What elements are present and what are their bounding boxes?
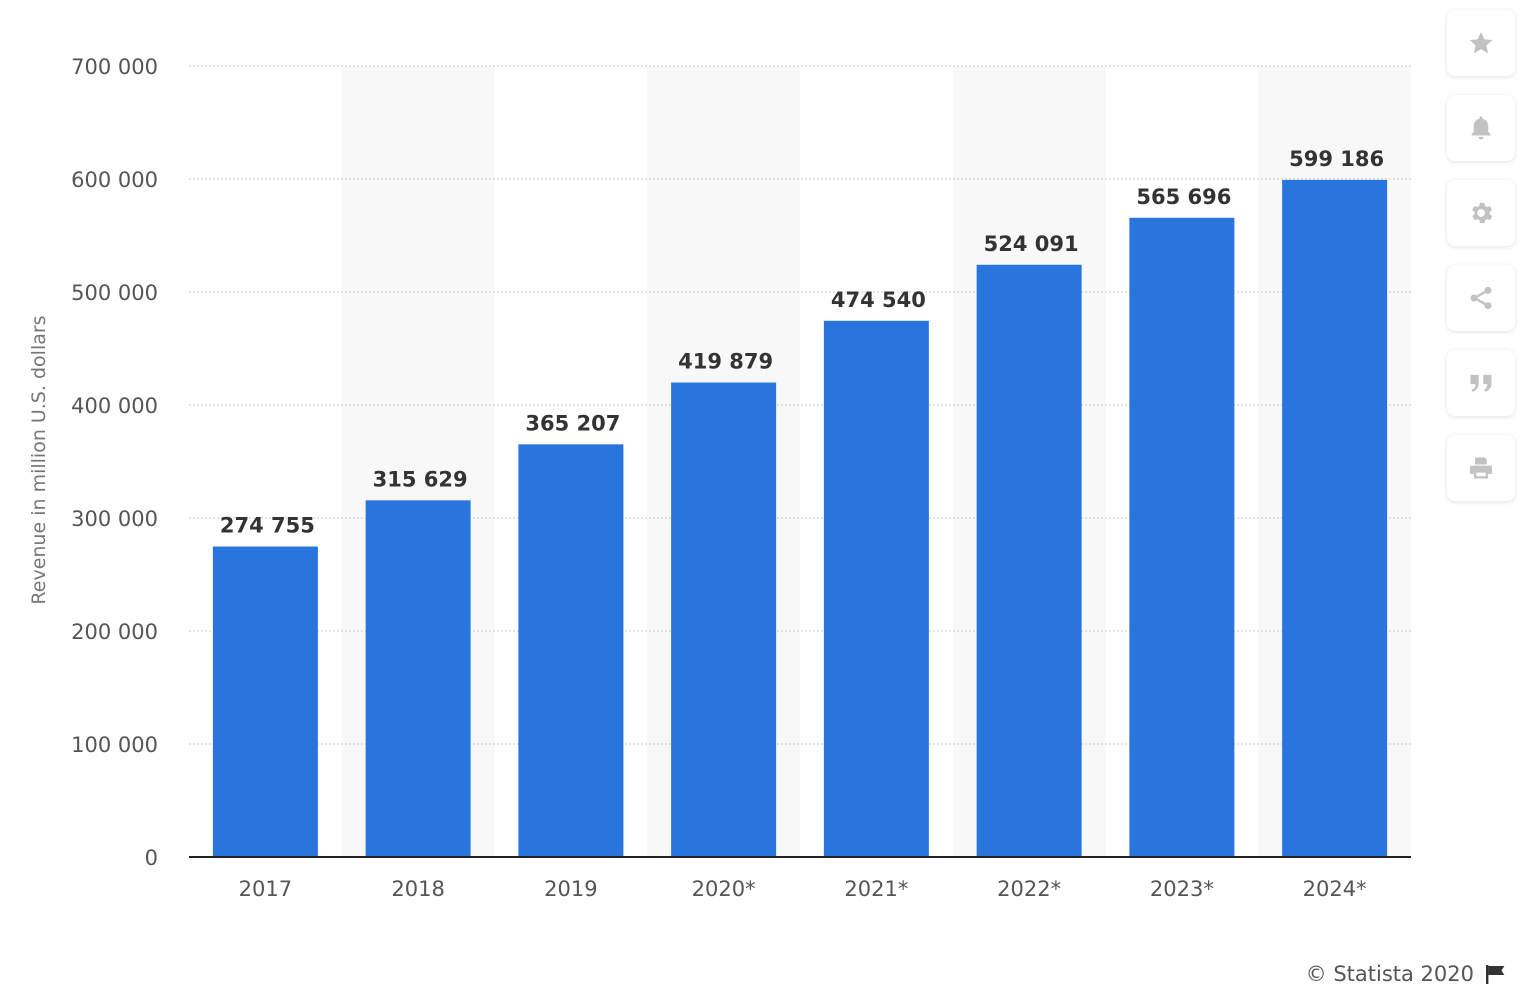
bar[interactable]	[823, 320, 929, 858]
favorite-button[interactable]	[1447, 10, 1515, 76]
bar[interactable]	[365, 500, 471, 857]
bar[interactable]	[976, 264, 1082, 857]
notification-button[interactable]	[1447, 95, 1515, 161]
print-icon	[1469, 457, 1493, 479]
flag-icon[interactable]	[1484, 963, 1508, 985]
gear-icon	[1472, 202, 1493, 224]
bar[interactable]	[1129, 217, 1235, 857]
x-tick-label: 2021*	[844, 877, 908, 901]
print-button[interactable]	[1447, 435, 1515, 501]
y-tick-label: 0	[145, 846, 158, 870]
y-axis-title: Revenue in million U.S. dollars	[28, 315, 50, 604]
y-tick-label: 700 000	[71, 55, 158, 79]
data-labels: 274 755 315 629 365 207 419 879 474 540 524 0…	[220, 147, 1384, 538]
source-credit: © Statista 2020	[1306, 962, 1508, 986]
credit-text: © Statista 2020	[1305, 962, 1474, 986]
bar[interactable]	[518, 444, 624, 857]
bar[interactable]	[671, 382, 777, 857]
y-tick-label: 300 000	[71, 507, 158, 531]
bell-icon	[1471, 116, 1491, 140]
x-tick-label: 2018	[391, 877, 444, 901]
data-label: 474 540	[831, 288, 926, 312]
star-icon	[1469, 31, 1493, 54]
data-label: 599 186	[1289, 147, 1384, 171]
y-tick-label: 200 000	[71, 620, 158, 644]
y-tick-label: 600 000	[71, 168, 158, 192]
cite-button[interactable]	[1447, 350, 1515, 416]
x-tick-label: 2023*	[1150, 877, 1214, 901]
data-label: 315 629	[373, 467, 468, 491]
data-label: 565 696	[1136, 185, 1231, 209]
x-tick-label: 2017	[239, 877, 292, 901]
share-button[interactable]	[1447, 265, 1515, 331]
y-tick-label: 500 000	[71, 281, 158, 305]
bar[interactable]	[212, 546, 318, 857]
data-label: 274 755	[220, 514, 315, 538]
x-axis-labels: 2017 2018 2019 2020* 2021* 2022* 2023* 2024*	[239, 877, 1367, 901]
y-tick-label: 400 000	[71, 394, 158, 418]
x-tick-label: 2022*	[997, 877, 1061, 901]
y-axis-ticks: 0 100 000 200 000 300 000 400 000 500 000 600 …	[71, 55, 158, 870]
y-tick-label: 100 000	[71, 733, 158, 757]
x-tick-label: 2019	[544, 877, 597, 901]
settings-button[interactable]	[1447, 180, 1515, 246]
quote-icon	[1470, 374, 1492, 392]
x-tick-label: 2024*	[1303, 877, 1367, 901]
data-label: 365 207	[525, 411, 620, 435]
data-label: 524 091	[984, 232, 1079, 256]
chart-toolbar	[1447, 10, 1517, 520]
data-label: 419 879	[678, 350, 773, 374]
bar[interactable]	[1282, 179, 1388, 858]
bars	[212, 179, 1388, 858]
share-icon	[1470, 286, 1492, 310]
x-tick-label: 2020*	[692, 877, 756, 901]
